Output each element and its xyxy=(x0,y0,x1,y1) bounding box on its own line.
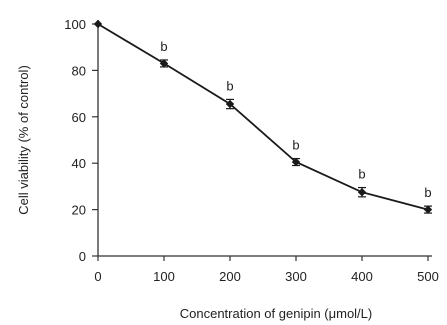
significance-label: b xyxy=(292,138,299,153)
data-point xyxy=(225,99,235,109)
y-tick-label: 60 xyxy=(72,110,86,125)
x-tick-label: 0 xyxy=(94,269,101,284)
data-point xyxy=(291,157,301,167)
y-tick-label: 20 xyxy=(72,203,86,218)
x-tick-label: 400 xyxy=(351,269,373,284)
significance-label: b xyxy=(424,185,431,200)
y-tick-label: 80 xyxy=(72,63,86,78)
y-tick-label: 100 xyxy=(64,17,86,32)
data-point xyxy=(423,205,433,214)
axes xyxy=(97,20,432,257)
y-axis-label: Cell viability (% of control) xyxy=(16,65,31,215)
significance-label: b xyxy=(358,167,365,182)
data-point xyxy=(93,19,103,29)
data-point xyxy=(159,59,169,68)
x-axis-ticks: 0 100 200 300 400 500 xyxy=(94,256,439,284)
x-tick-label: 200 xyxy=(219,269,241,284)
x-tick-label: 100 xyxy=(153,269,175,284)
x-axis-label: Concentration of genipin (μmol/L) xyxy=(180,306,372,321)
x-tick-label: 500 xyxy=(417,269,439,284)
y-axis-ticks: 0 20 40 60 80 100 xyxy=(64,17,98,264)
series-group: b b b b b xyxy=(93,19,433,214)
significance-label: b xyxy=(226,78,233,93)
significance-label: b xyxy=(160,39,167,54)
series-line xyxy=(97,23,429,211)
y-tick-label: 40 xyxy=(72,156,86,171)
y-tick-label: 0 xyxy=(79,249,86,264)
data-point xyxy=(357,188,367,197)
x-tick-label: 300 xyxy=(285,269,307,284)
